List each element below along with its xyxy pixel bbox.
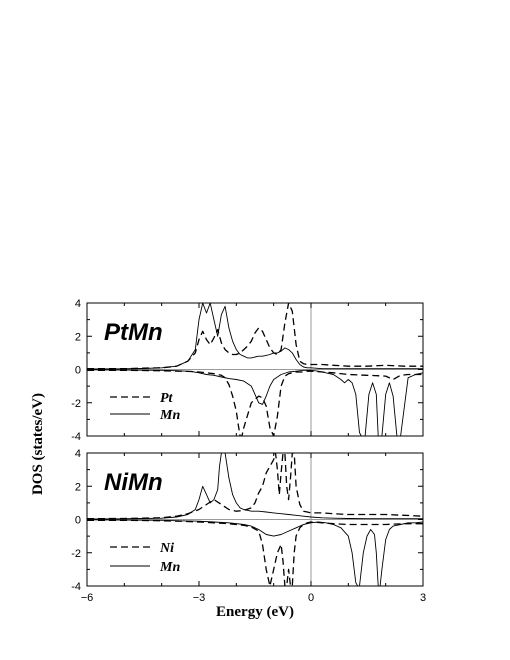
x-axis-label: Energy (eV)	[216, 604, 294, 620]
series-ni-dashed	[87, 519, 423, 586]
series-ni-dashed	[87, 453, 423, 520]
x-tick-label: 3	[420, 592, 426, 604]
series-mn-solid	[87, 519, 423, 586]
bottom-ticks: -4 -2 0 2 4 −6 −3 0 3	[71, 448, 426, 604]
y-tick-label: 4	[75, 448, 81, 460]
top-legend-label-pt: Pt	[160, 391, 174, 406]
series-mn-solid	[87, 303, 423, 370]
bottom-legend-label-ni: Ni	[159, 541, 174, 556]
top-ticks: -4 -2 0 2 4	[71, 298, 424, 443]
top-reference-lines	[87, 303, 423, 436]
y-tick-label: -2	[71, 548, 81, 560]
y-tick-label: -4	[71, 581, 81, 593]
bottom-legend-label-mn: Mn	[159, 560, 180, 575]
y-tick-label: 2	[75, 331, 81, 343]
bottom-series-group	[87, 453, 423, 586]
top-legend: Pt Mn	[110, 391, 180, 423]
series-pt-dashed	[87, 369, 423, 436]
y-axis-label: DOS (states/eV)	[30, 393, 46, 495]
y-tick-label: 0	[75, 515, 81, 527]
bottom-panel-title: NiMn	[104, 469, 163, 496]
top-legend-label-mn: Mn	[159, 408, 180, 423]
y-tick-label: -2	[71, 398, 81, 410]
x-tick-label: −3	[193, 592, 206, 604]
series-mn-solid	[87, 453, 423, 520]
y-tick-label: 2	[75, 481, 81, 493]
bottom-reference-lines	[87, 453, 423, 586]
bottom-legend: Ni Mn	[110, 541, 180, 575]
x-tick-label: −6	[81, 592, 94, 604]
series-pt-dashed	[87, 303, 423, 370]
y-tick-label: -4	[71, 431, 81, 443]
top-panel-title: PtMn	[104, 319, 163, 346]
x-tick-label: 0	[308, 592, 314, 604]
top-series-group	[87, 303, 423, 436]
series-mn-solid	[87, 369, 423, 436]
y-tick-label: 4	[75, 298, 81, 310]
y-tick-label: 0	[75, 365, 81, 377]
